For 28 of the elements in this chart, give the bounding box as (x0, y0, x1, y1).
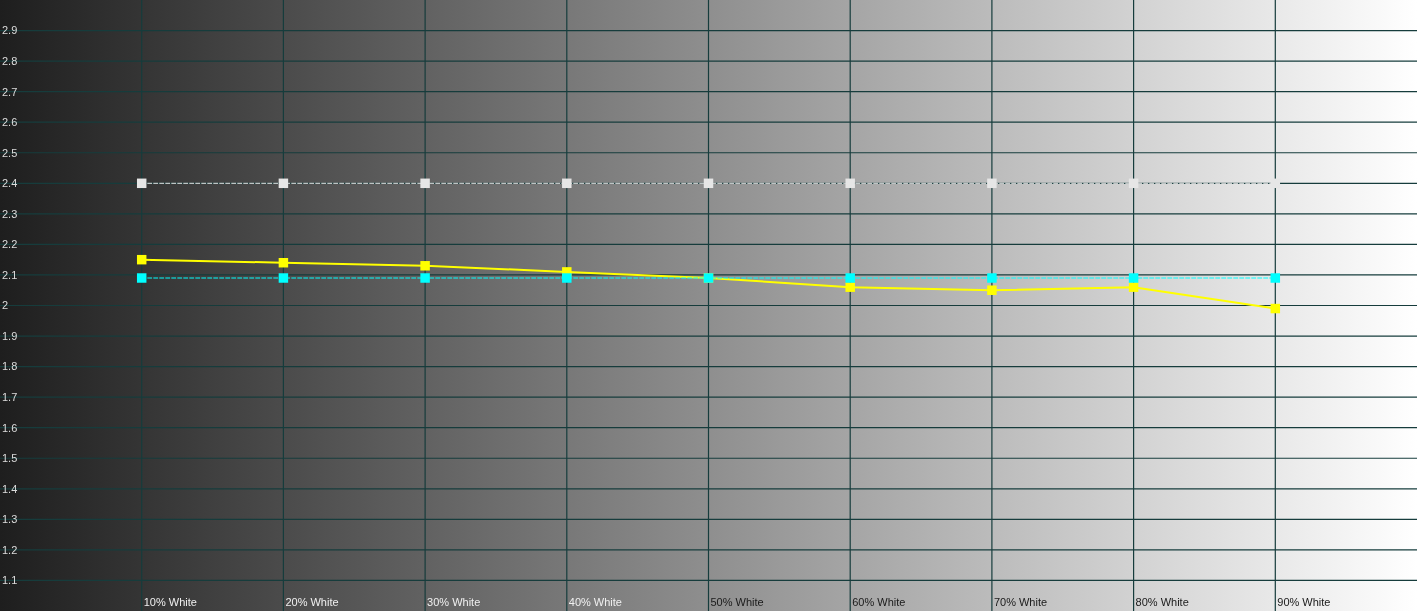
x-tick-label: 50% White (710, 596, 764, 608)
x-tick-label: 60% White (852, 596, 906, 608)
y-tick-label: 2.8 (2, 54, 18, 67)
y-tick-label: 1.4 (2, 482, 18, 495)
y-tick-label: 2.7 (2, 85, 18, 98)
y-tick-label: 1.5 (2, 452, 18, 465)
x-tick-label: 80% White (1135, 596, 1189, 608)
y-tick-label: 2.5 (2, 146, 18, 159)
y-tick-label: 2 (2, 299, 9, 312)
x-tick-label: 70% White (993, 596, 1048, 608)
x-tick-label: 30% White (427, 596, 481, 608)
y-tick-label: 1.2 (2, 543, 18, 556)
x-tick-label: 20% White (285, 596, 339, 608)
y-tick-label: 2.3 (2, 207, 18, 220)
y-tick-label: 1.1 (2, 574, 18, 587)
y-tick-label: 2.6 (2, 116, 18, 129)
x-tick-label: 40% White (568, 596, 622, 608)
y-tick-label: 1.8 (2, 360, 18, 373)
y-tick-label: 2.1 (2, 268, 18, 281)
y-tick-label: 2.4 (2, 177, 18, 190)
y-tick-label: 2.9 (2, 24, 18, 37)
y-tick-label: 1.7 (2, 391, 18, 403)
x-tick-label: 10% White (143, 596, 197, 608)
y-tick-label: 1.6 (2, 421, 18, 434)
y-tick-label: 2.2 (2, 238, 18, 251)
y-tick-label: 1.3 (2, 513, 18, 526)
y-tick-label: 1.9 (2, 329, 18, 342)
x-tick-label: 90% White (1277, 596, 1331, 608)
